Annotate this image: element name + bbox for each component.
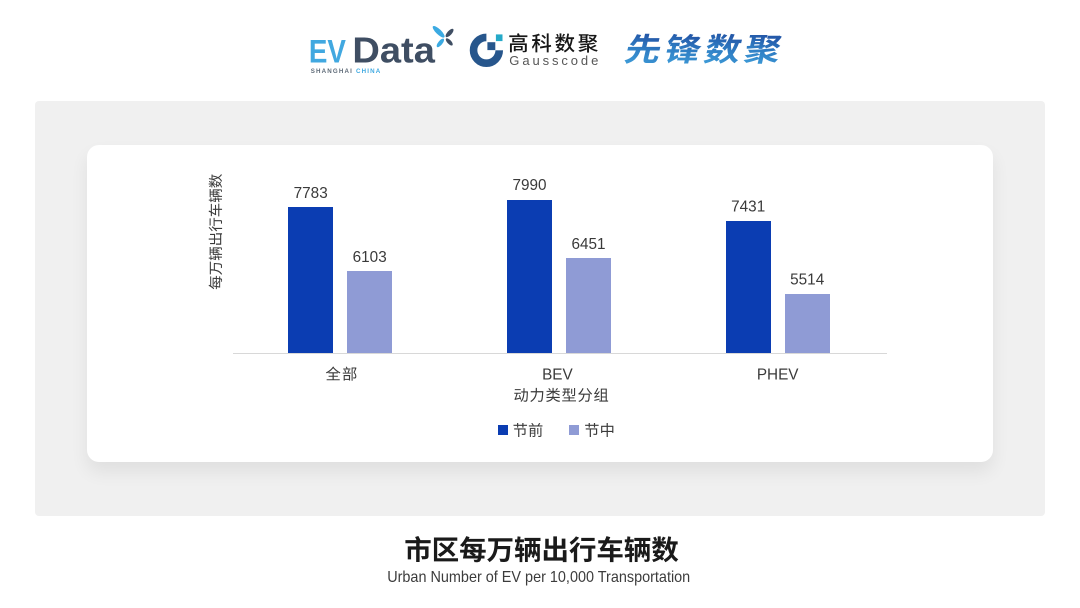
- svg-text:6451: 6451: [571, 236, 605, 253]
- svg-text:Urban Number of EV per 10,000: Urban Number of EV per 10,000 Transporta…: [387, 569, 690, 586]
- svg-text:SHANGHAI CHINA: SHANGHAI CHINA: [311, 68, 381, 75]
- svg-text:7990: 7990: [512, 177, 546, 194]
- svg-text:Data: Data: [352, 29, 435, 70]
- svg-text:6103: 6103: [353, 249, 387, 266]
- svg-text:7431: 7431: [731, 199, 765, 216]
- svg-text:7783: 7783: [294, 185, 328, 202]
- svg-text:Gausscode: Gausscode: [509, 53, 598, 68]
- svg-text:EV: EV: [309, 33, 346, 69]
- svg-text:BEV: BEV: [542, 367, 573, 384]
- svg-text:PHEV: PHEV: [757, 367, 799, 384]
- svg-text:5514: 5514: [790, 272, 825, 289]
